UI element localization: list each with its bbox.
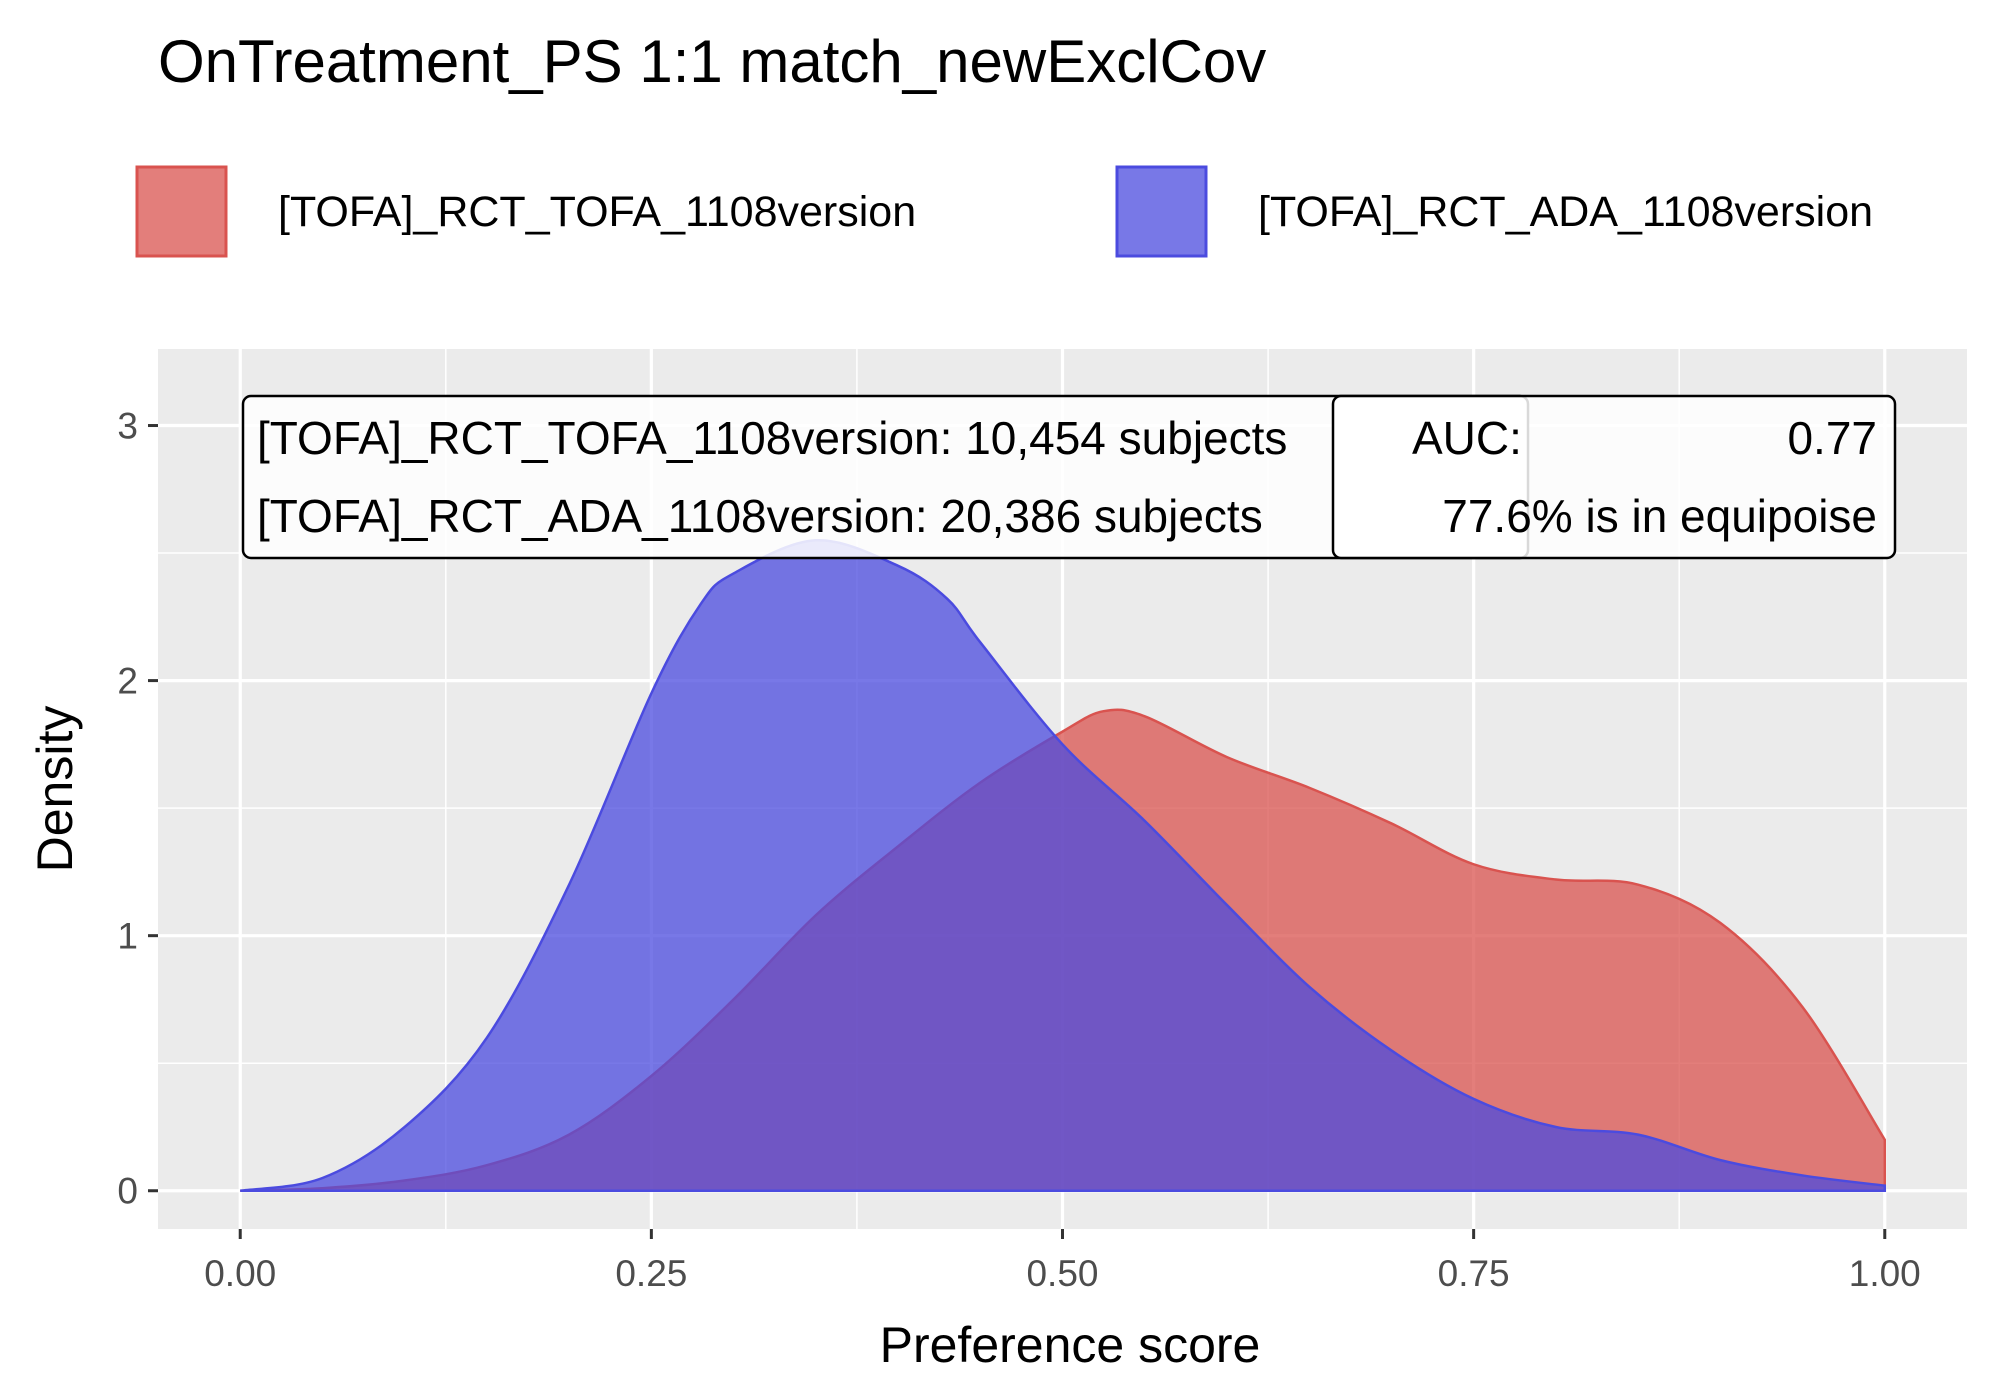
y-axis: 0 1 2 3 xyxy=(117,406,158,1212)
subjects-line-tofa: [TOFA]_RCT_TOFA_1108version: 10,454 subj… xyxy=(257,412,1287,464)
y-axis-title: Density xyxy=(27,706,83,873)
auc-label: AUC: xyxy=(1412,412,1522,464)
annotations: [TOFA]_RCT_TOFA_1108version: 10,454 subj… xyxy=(241,394,1897,560)
y-tick-label: 1 xyxy=(117,916,138,957)
chart-title: OnTreatment_PS 1:1 match_newExclCov xyxy=(158,28,1266,95)
legend-key-ada xyxy=(1115,165,1208,258)
x-tick-label: 0.25 xyxy=(615,1253,687,1294)
x-tick-label: 1.00 xyxy=(1849,1253,1921,1294)
density-area-ada xyxy=(240,539,1887,1192)
density-areas xyxy=(240,539,1887,1192)
legend-key-tofa xyxy=(135,165,228,258)
legend-label-ada: [TOFA]_RCT_ADA_1108version xyxy=(1258,188,1873,236)
x-axis-title: Preference score xyxy=(880,1317,1261,1373)
legend: [TOFA]_RCT_TOFA_1108version [TOFA]_RCT_A… xyxy=(135,165,1873,258)
x-tick-label: 0.50 xyxy=(1026,1253,1098,1294)
x-axis: 0.00 0.25 0.50 0.75 1.00 xyxy=(204,1229,1921,1294)
subjects-line-ada: [TOFA]_RCT_ADA_1108version: 20,386 subje… xyxy=(257,490,1263,542)
y-tick-label: 0 xyxy=(117,1171,138,1212)
x-tick-label: 0.00 xyxy=(204,1253,276,1294)
auc-value: 0.77 xyxy=(1787,412,1877,464)
legend-label-tofa: [TOFA]_RCT_TOFA_1108version xyxy=(278,188,916,236)
y-tick-label: 3 xyxy=(117,406,138,447)
auc-box xyxy=(1331,394,1897,560)
y-tick-label: 2 xyxy=(117,661,138,702)
x-tick-label: 0.75 xyxy=(1438,1253,1510,1294)
equipoise-text: 77.6% is in equipoise xyxy=(1442,490,1877,542)
